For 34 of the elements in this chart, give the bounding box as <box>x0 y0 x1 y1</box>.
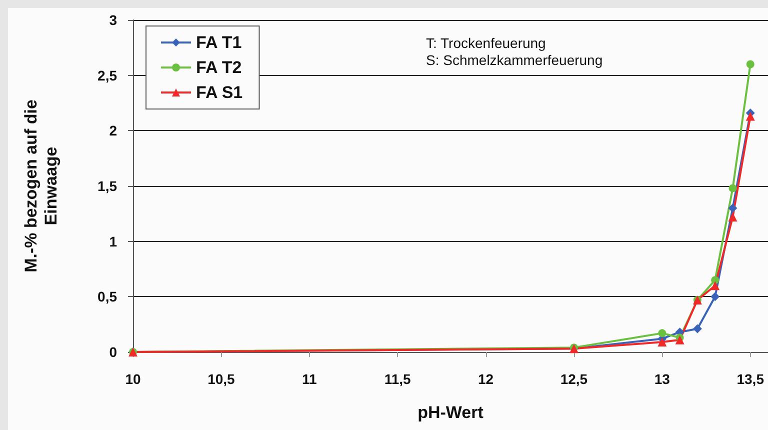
x-tick-label: 13,5 <box>736 371 764 387</box>
legend-label: FA T2 <box>196 58 242 77</box>
point <box>710 281 720 290</box>
x-tick-label: 10,5 <box>208 371 236 387</box>
point <box>711 276 720 284</box>
x-tick-label: 10 <box>125 371 141 387</box>
x-tick-label: 12,5 <box>560 371 588 387</box>
point <box>746 60 754 68</box>
point <box>710 292 720 302</box>
point <box>675 335 684 344</box>
point <box>728 184 737 192</box>
annotation: T: Trockenfeuerung <box>426 35 546 51</box>
annotation: S: Schmelzkammerfeuerung <box>426 52 603 68</box>
legend-label: FA S1 <box>196 83 243 102</box>
y-tick-label: 2,5 <box>98 67 118 84</box>
x-tick-label: 13 <box>654 371 670 387</box>
point <box>746 112 755 121</box>
point <box>728 204 738 213</box>
y-tick-label: 3 <box>109 12 118 28</box>
legend-label: FA T1 <box>196 33 242 52</box>
y-tick-label: 0 <box>109 344 118 360</box>
y-axis-title: M.-% bezogen auf die Einwaage <box>22 100 60 272</box>
y-tick-label: 1,5 <box>98 178 118 194</box>
y-tick-label: 2 <box>109 122 118 139</box>
y-tick-label: 0,5 <box>98 288 118 305</box>
point <box>728 212 738 222</box>
point <box>658 338 667 347</box>
x-tick-label: 11,5 <box>384 371 412 387</box>
point <box>658 329 666 338</box>
point <box>692 324 702 334</box>
x-tick-label: 12 <box>478 371 494 387</box>
x-tick-label: 11 <box>302 371 317 387</box>
y-tick-label: 1 <box>109 233 118 250</box>
x-axis-title: pH-Wert <box>418 403 484 422</box>
